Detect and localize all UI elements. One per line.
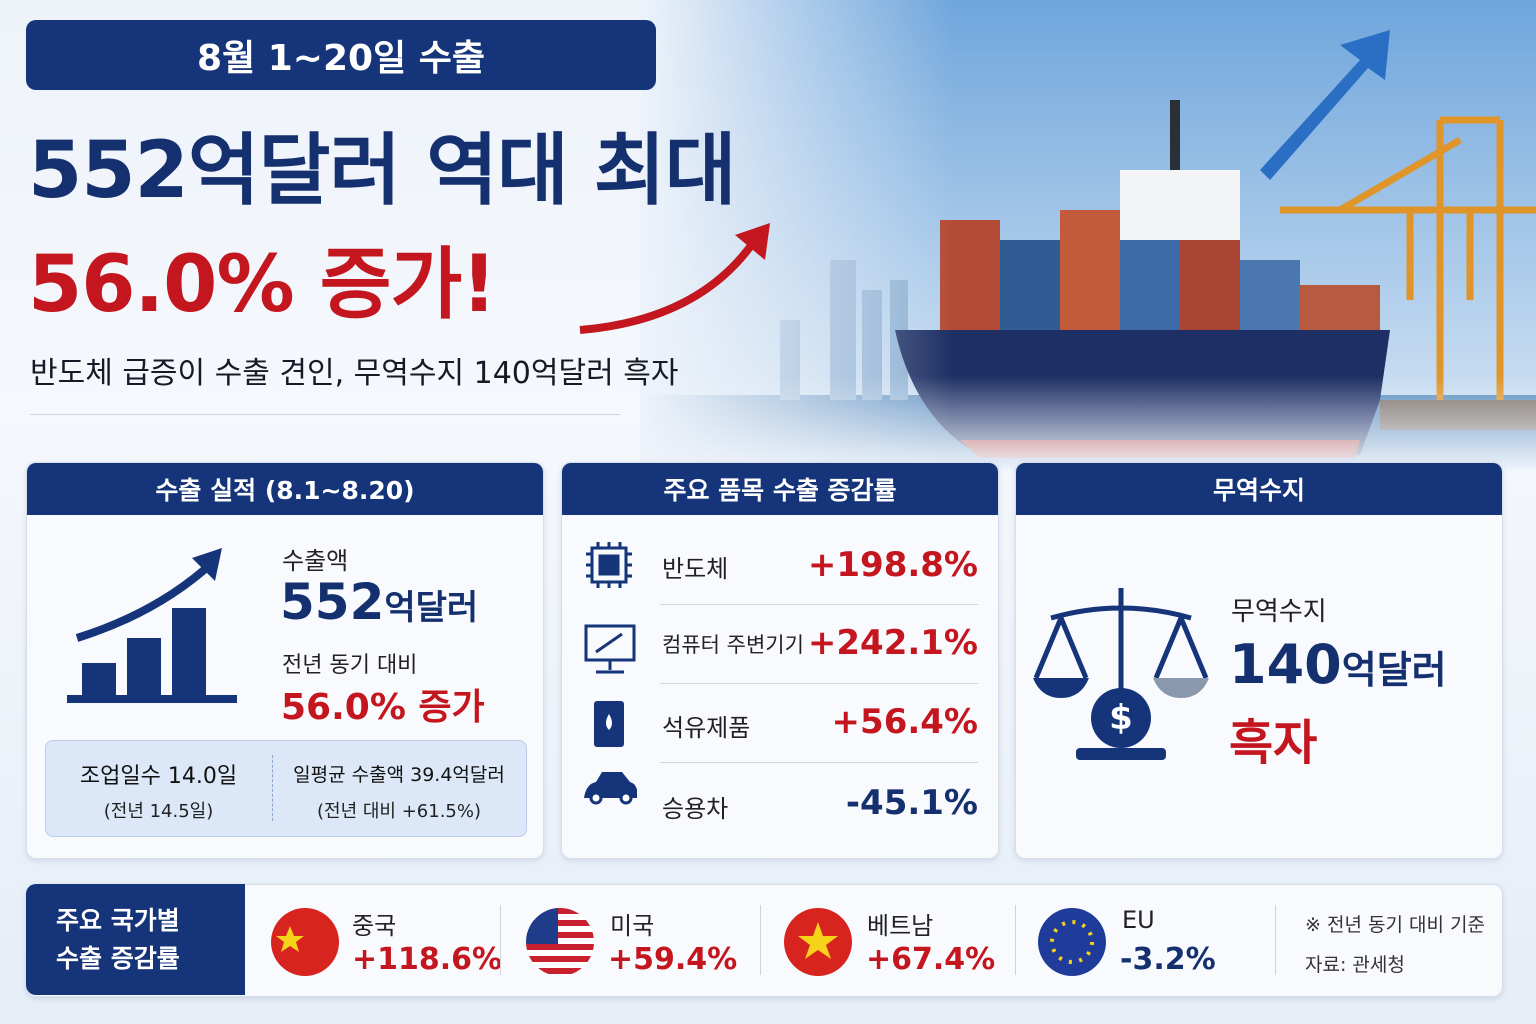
card-title: 무역수지: [1016, 463, 1502, 515]
svg-text:$: $: [1109, 698, 1133, 738]
note: ※ 전년 동기 대비 기준: [1305, 914, 1485, 936]
amount-label: 수출액: [282, 547, 349, 575]
item-value: -45.1%: [845, 783, 978, 823]
scale-icon: $: [1033, 588, 1209, 760]
country-value: +59.4%: [608, 942, 738, 977]
countries-title: 주요 국가별 수출 증감률: [26, 884, 245, 995]
flags: [271, 908, 1106, 976]
item-value: +242.1%: [807, 623, 978, 663]
separator: [500, 905, 501, 975]
balance-label: 무역수지: [1231, 597, 1327, 627]
hero-image: [640, 0, 1536, 470]
stat-label: 일평균 수출액 39.4억달러: [293, 764, 505, 786]
change: 56.0% 증가: [281, 687, 485, 728]
subtitle: 반도체 급증이 수출 견인, 무역수지 140억달러 흑자: [30, 356, 679, 391]
balance-status: 흑자: [1229, 715, 1318, 771]
amount-unit: 억달러: [384, 588, 479, 628]
card-title: 수출 실적 (8.1~8.20): [27, 463, 543, 515]
amount: 552억달러: [280, 573, 478, 631]
item-name: 컴퓨터 주변기기: [662, 633, 804, 657]
amount-number: 552: [280, 573, 385, 631]
divider: [30, 414, 620, 415]
stat-note: (전년 14.5일): [103, 801, 214, 822]
item-name: 반도체: [662, 555, 729, 583]
item-name: 승용차: [662, 795, 729, 823]
headline-highlight: 56.0% 증가!: [28, 240, 497, 330]
country-value: +118.6%: [352, 942, 503, 977]
row-separator: [660, 762, 978, 763]
balance-amount: 140억달러: [1229, 633, 1447, 696]
header-badge: 8월 1~20일 수출: [26, 20, 656, 90]
balance-unit: 억달러: [1341, 648, 1447, 692]
balance-number: 140: [1229, 633, 1342, 696]
stats-box: 조업일수 14.0일 (전년 14.5일) 일평균 수출액 39.4억달러 (전…: [45, 740, 527, 837]
items-card: 주요 품목 수출 증감률 반도체 +198.8% 컴퓨터 주변기기 +242.1…: [561, 462, 999, 859]
country-name: EU: [1122, 906, 1155, 934]
item-name: 석유제품: [662, 714, 751, 742]
title-line: 주요 국가별: [56, 905, 180, 935]
rise-arrow: [579, 223, 770, 334]
growth-icon: [67, 548, 237, 703]
separator: [1015, 905, 1016, 975]
country-name: 베트남: [867, 912, 934, 940]
country-value: +67.4%: [866, 942, 996, 977]
card-title: 주요 품목 수출 증감률: [562, 463, 998, 515]
item-value: +56.4%: [831, 702, 978, 742]
separator: [760, 905, 761, 975]
title-line: 수출 증감률: [56, 943, 180, 973]
headline: 552억달러 역대 최대: [28, 126, 736, 216]
export-card: 수출 실적 (8.1~8.20) 수출액 552억달러 전년 동기 대비 56.…: [26, 462, 544, 859]
stats-divider: [272, 755, 273, 821]
row-separator: [660, 683, 978, 684]
source: 자료: 관세청: [1305, 954, 1405, 976]
compare-label: 전년 동기 대비: [282, 653, 418, 678]
stat-note: (전년 대비 +61.5%): [317, 801, 481, 822]
country-name: 중국: [352, 912, 397, 940]
country-name: 미국: [610, 912, 655, 940]
balance-card: 무역수지 $ 무역수지 140억달러 흑자: [1015, 462, 1503, 859]
row-separator: [660, 604, 978, 605]
separator: [1275, 905, 1276, 975]
item-value: +198.8%: [807, 545, 978, 585]
country-value: -3.2%: [1120, 942, 1216, 977]
stat-label: 조업일수 14.0일: [79, 764, 238, 789]
item-icons: [584, 542, 637, 805]
